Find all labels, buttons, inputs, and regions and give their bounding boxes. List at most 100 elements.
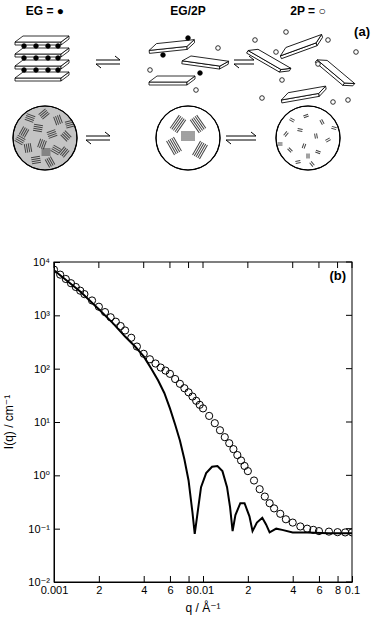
equilibrium-arrow <box>96 56 120 68</box>
stack-layer <box>32 160 41 162</box>
stack-layer <box>320 120 323 124</box>
2p-molecule <box>148 68 153 73</box>
platelet <box>182 55 229 70</box>
tick: 0.01 <box>193 576 214 596</box>
tick-label: 0.01 <box>193 584 214 596</box>
stack-layer <box>309 154 310 159</box>
header-label: EG = ● <box>26 4 64 18</box>
tick-mark-top <box>188 262 189 268</box>
tick-label: 2 <box>245 584 251 596</box>
platelet-face <box>148 40 194 51</box>
fit-line <box>54 270 352 534</box>
tick-label: 10⁴ <box>33 256 50 268</box>
stack-layer <box>16 139 24 144</box>
stack-layer <box>297 130 302 132</box>
plot-data <box>54 266 352 536</box>
data-point <box>261 493 268 500</box>
stack-layer <box>181 140 195 141</box>
stack-layer <box>278 143 283 144</box>
tick-label: 10² <box>34 363 50 375</box>
stack-layer <box>310 163 313 167</box>
tick-label: 6 <box>316 584 322 596</box>
stack-layer <box>298 128 303 130</box>
x-axis-title: q / Å⁻¹ <box>185 600 220 615</box>
2p-molecule <box>216 46 221 51</box>
stack-layer <box>61 135 67 141</box>
platelet-face <box>149 82 187 85</box>
tick: 10⁻² <box>28 576 60 588</box>
stack <box>181 132 195 140</box>
stack-layer <box>278 145 283 146</box>
stack-layer <box>15 140 23 145</box>
eg-molecule <box>22 44 27 49</box>
stack-layer <box>193 117 202 130</box>
arrow-back <box>86 140 110 144</box>
stack <box>295 161 300 164</box>
2p-molecule <box>316 62 321 67</box>
tick-label: 10⁻² <box>28 576 50 588</box>
stack-layer <box>33 128 42 130</box>
platelet-face <box>280 86 326 100</box>
arrow-forward <box>96 56 120 60</box>
header-label: EG/2P <box>170 4 205 18</box>
2p-molecule <box>280 78 285 83</box>
stack-layer <box>181 136 195 137</box>
arrow-forward <box>226 132 256 136</box>
data-point <box>152 360 159 367</box>
tick-mark-top <box>143 262 144 268</box>
tick: 4 <box>290 576 296 596</box>
stack-layer <box>195 116 204 129</box>
stack-layer <box>307 154 308 159</box>
data-point <box>297 523 304 530</box>
stack-layer <box>21 128 26 136</box>
tick: 10⁰ <box>33 469 60 481</box>
stack <box>302 143 306 148</box>
tick: 4 <box>141 576 147 596</box>
tick-label: 4 <box>141 584 147 596</box>
tick-mark-top <box>247 262 248 268</box>
stack-layer <box>197 115 206 128</box>
stack-layer <box>177 120 186 133</box>
platelet-face <box>278 34 323 55</box>
arrow-back <box>234 64 254 68</box>
stack-layer <box>30 143 32 152</box>
2p-molecule <box>284 30 289 35</box>
tick-mark <box>99 576 100 582</box>
stack-layer <box>17 137 25 142</box>
eg-molecule <box>46 68 51 73</box>
tick: 2 <box>96 576 102 596</box>
y-axis-title: I(q) / cm⁻¹ <box>2 395 16 449</box>
tick-label: 10⁰ <box>33 469 50 481</box>
2p-molecule <box>260 96 265 101</box>
stack <box>59 147 69 158</box>
tick: 2 <box>245 576 251 596</box>
tick-mark <box>54 369 60 370</box>
stack-layer <box>190 120 199 133</box>
data-point <box>244 468 251 475</box>
stack-layer <box>302 143 304 148</box>
eg-molecule <box>186 36 191 41</box>
stack-layer <box>304 116 309 118</box>
data-point <box>176 380 183 387</box>
equilibrium-arrow <box>226 132 256 144</box>
stack <box>167 137 182 155</box>
stack-layer <box>31 156 40 158</box>
stack <box>310 161 315 166</box>
tick-mark <box>170 576 171 582</box>
stack <box>33 124 43 131</box>
stack <box>315 133 318 138</box>
panel-label: (a) <box>354 24 370 39</box>
stack-layer <box>25 119 33 122</box>
stack <box>45 157 55 168</box>
arrow-back <box>226 140 256 144</box>
equilibrium-arrow <box>86 132 110 144</box>
domain-circle <box>276 106 340 170</box>
2p-molecule <box>331 100 336 105</box>
data-point <box>185 389 192 396</box>
arrow-forward <box>86 132 110 136</box>
stack <box>25 114 36 123</box>
platelet-face <box>15 48 69 54</box>
tick-mark-right <box>346 262 352 263</box>
data-point <box>282 516 289 523</box>
platelet-face <box>149 76 195 82</box>
